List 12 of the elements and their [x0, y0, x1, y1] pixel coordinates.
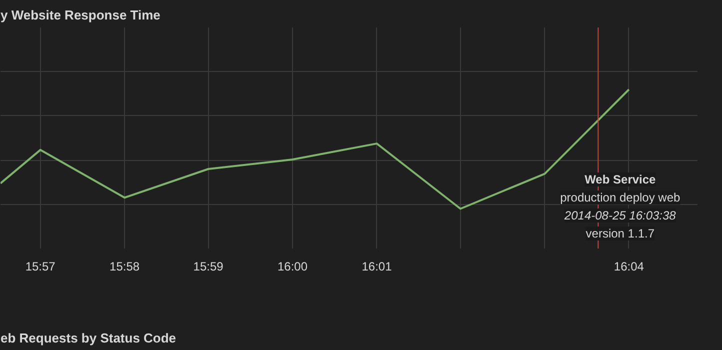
annotation: version 1.1.7: [586, 226, 655, 240]
chart-title: y Website Response Time: [0, 8, 160, 22]
annotation: 2014-08-25 16:03:38: [563, 208, 676, 222]
x-tick-label: 16:00: [278, 260, 308, 274]
x-tick-label: 15:59: [193, 260, 224, 274]
x-tick-label: 16:01: [362, 260, 392, 274]
ref-line-label: Web Service: [584, 172, 656, 186]
text: eb Requests by Status Code: [0, 330, 176, 346]
x-tick-label: 16:04: [614, 260, 644, 274]
annotation: production deploy web: [560, 190, 681, 204]
x-tick-label: 15:58: [110, 260, 140, 274]
x-tick-label: 15:57: [25, 260, 56, 274]
